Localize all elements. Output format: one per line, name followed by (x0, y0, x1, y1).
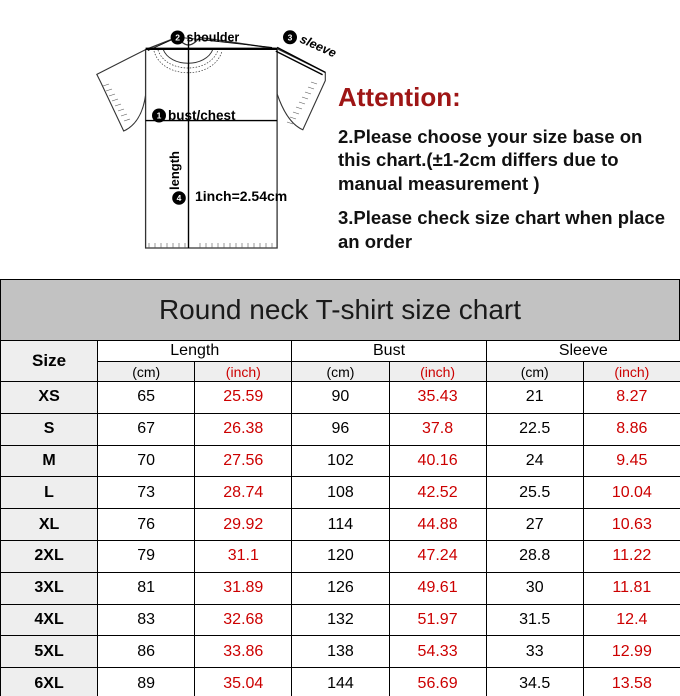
svg-text:2: 2 (175, 33, 180, 43)
svg-text:1: 1 (157, 111, 162, 121)
svg-text:shoulder: shoulder (187, 31, 240, 45)
svg-text:3: 3 (288, 32, 293, 42)
svg-text:sleeve: sleeve (298, 32, 339, 60)
svg-text:length: length (167, 151, 182, 190)
svg-text:bust/chest: bust/chest (168, 108, 236, 123)
svg-text:4: 4 (177, 193, 182, 203)
svg-text:1inch=2.54cm: 1inch=2.54cm (195, 188, 287, 204)
